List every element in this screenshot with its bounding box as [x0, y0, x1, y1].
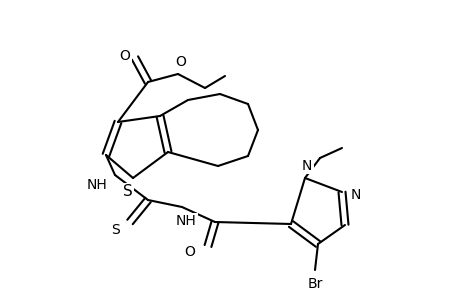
- Text: Br: Br: [307, 277, 322, 291]
- Text: O: O: [175, 55, 186, 69]
- Text: O: O: [119, 49, 130, 63]
- Text: NH: NH: [175, 214, 196, 228]
- Text: S: S: [123, 184, 133, 200]
- Text: O: O: [184, 245, 195, 259]
- Text: NH: NH: [86, 178, 107, 192]
- Text: N: N: [301, 159, 312, 173]
- Text: N: N: [350, 188, 360, 202]
- Text: S: S: [112, 223, 120, 237]
